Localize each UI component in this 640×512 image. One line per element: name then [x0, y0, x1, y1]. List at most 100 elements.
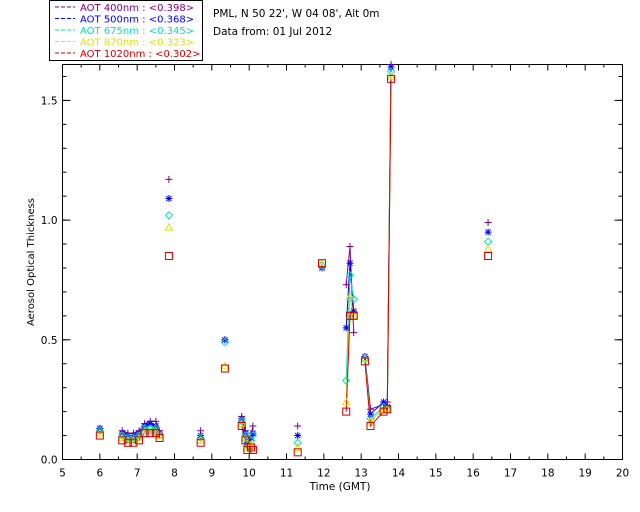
data-point	[155, 431, 164, 439]
data-point	[350, 329, 358, 337]
data-point	[220, 337, 230, 347]
data-point	[221, 336, 229, 344]
data-point	[346, 259, 354, 267]
data-point	[135, 429, 143, 437]
data-point	[294, 432, 302, 440]
data-point	[247, 434, 255, 442]
x-tick-label: 6	[96, 468, 103, 480]
data-point	[146, 424, 155, 433]
x-tick-label: 14	[392, 468, 406, 480]
data-point	[152, 422, 160, 430]
data-point	[118, 429, 126, 437]
data-point	[123, 438, 132, 447]
y-tick-label: 0.5	[41, 335, 58, 347]
y-tick-label: 1.5	[41, 95, 58, 107]
data-point	[118, 431, 127, 440]
data-point	[129, 438, 138, 447]
date-label: Data from: 01 Jul 2012	[213, 26, 332, 38]
series-markers	[95, 61, 493, 457]
data-point	[345, 270, 355, 280]
data-point	[387, 74, 396, 83]
legend-entry: AOT 675nm : <0.345>	[80, 26, 194, 37]
data-point	[237, 421, 246, 430]
data-point	[483, 244, 493, 253]
data-point	[293, 438, 302, 447]
data-point	[243, 439, 251, 447]
data-point	[383, 405, 392, 414]
data-point	[345, 292, 355, 301]
data-point	[196, 433, 205, 443]
data-point	[118, 436, 127, 445]
data-point	[95, 431, 104, 440]
x-tick-label: 19	[578, 468, 591, 480]
data-point	[165, 175, 173, 183]
x-tick-label: 15	[429, 468, 442, 480]
data-point	[141, 422, 149, 430]
data-point	[164, 252, 173, 261]
x-tick-label: 5	[59, 468, 66, 480]
data-point	[342, 324, 350, 332]
axes: 5 6 7 8 9 10 11 12 13 14 15 16 17 18 19 20 0.0 0.5 1.0 1.5	[41, 64, 629, 480]
data-point	[342, 407, 351, 416]
data-point	[293, 448, 302, 457]
data-point	[220, 364, 229, 373]
x-tick-label: 18	[541, 468, 554, 480]
data-point	[140, 424, 149, 433]
legend-entry: AOT 500nm : <0.368>	[80, 15, 194, 26]
data-point	[164, 211, 174, 220]
x-tick-label: 13	[354, 468, 367, 480]
data-point	[96, 424, 104, 432]
data-point	[349, 294, 358, 304]
data-point	[361, 353, 369, 361]
data-point	[146, 429, 155, 438]
data-point	[341, 397, 351, 406]
data-point	[241, 433, 250, 442]
data-point	[484, 252, 493, 261]
data-point	[247, 443, 256, 452]
x-tick-label: 12	[317, 468, 330, 480]
data-point	[342, 376, 351, 385]
data-point	[249, 429, 257, 437]
data-point	[140, 429, 149, 438]
data-point	[484, 228, 492, 236]
data-point	[237, 419, 247, 427]
data-point	[238, 415, 246, 423]
series-line	[364, 76, 392, 423]
data-point	[241, 431, 250, 440]
x-tick-label: 20	[616, 468, 629, 480]
data-point	[237, 416, 246, 426]
data-point	[380, 398, 388, 406]
data-point	[117, 433, 127, 442]
data-point	[129, 432, 137, 440]
data-point	[220, 361, 230, 370]
data-point	[248, 445, 257, 454]
data-point	[342, 281, 350, 289]
x-tick-label: 10	[242, 468, 255, 480]
x-axis-label: Time (GMT)	[309, 481, 371, 493]
data-point	[318, 264, 326, 272]
data-point	[248, 431, 258, 440]
data-point	[95, 426, 105, 435]
series-line	[345, 275, 355, 381]
y-axis-label: Aerosol Optical Thickness	[26, 198, 37, 326]
series-line	[364, 78, 392, 428]
data-point	[241, 429, 249, 437]
data-point	[146, 420, 154, 428]
data-point	[241, 436, 250, 445]
data-point	[165, 195, 173, 203]
series-line	[364, 71, 392, 420]
x-tick-label: 7	[134, 468, 141, 480]
data-point	[249, 422, 257, 430]
data-point	[484, 219, 492, 226]
data-point	[151, 424, 161, 433]
data-point	[346, 242, 354, 250]
legend-entry: AOT 400nm : <0.398>	[80, 3, 194, 14]
data-point	[360, 354, 370, 363]
data-point	[293, 443, 303, 451]
data-point	[366, 421, 375, 430]
data-point	[386, 71, 396, 80]
data-point	[124, 432, 132, 440]
x-tick-label: 8	[171, 468, 178, 480]
x-tick-label: 16	[466, 468, 480, 480]
data-point	[387, 63, 395, 71]
